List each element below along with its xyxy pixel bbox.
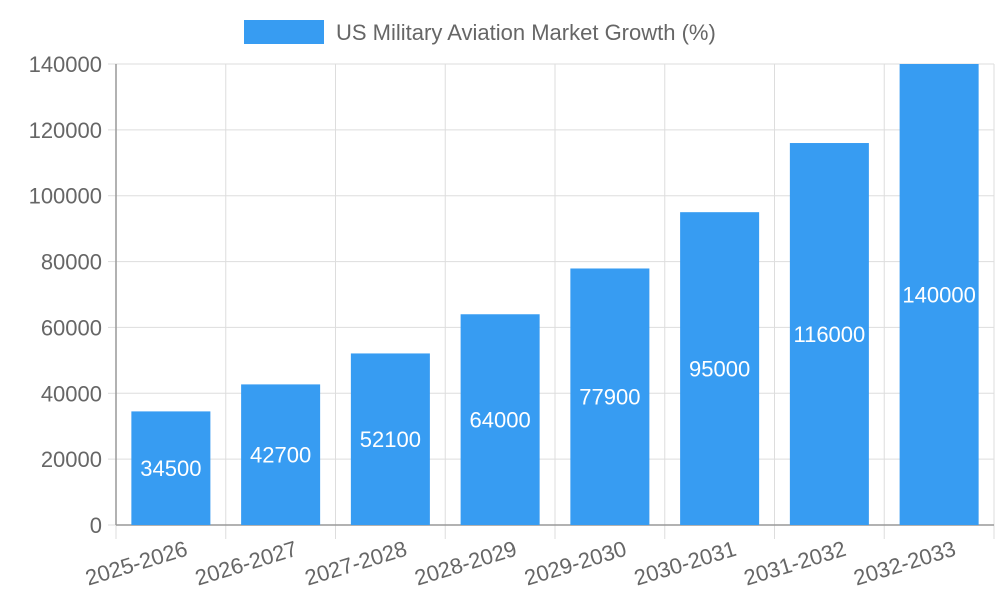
bars: 34500 42700 52100 64000 77900 95000 116000 1400…	[131, 64, 979, 525]
bar[interactable]	[899, 64, 979, 525]
bar-value-label: 42700	[250, 443, 311, 468]
legend[interactable]: US Military Aviation Market Growth (%)	[244, 20, 716, 45]
y-tick-label: 40000	[41, 381, 102, 406]
bar-value-label: 95000	[689, 357, 750, 382]
x-tick-label: 2025-2026	[82, 536, 190, 591]
y-tick-labels: 0 20000 40000 60000 80000 100000 120000 140000	[29, 52, 102, 538]
bar-value-label: 52100	[360, 427, 421, 452]
x-tick-label: 2032-2033	[851, 536, 959, 591]
x-tick-label: 2029-2030	[521, 536, 629, 591]
y-tick-label: 80000	[41, 250, 102, 275]
bar[interactable]	[350, 353, 430, 525]
bar[interactable]	[460, 314, 540, 525]
x-tick-label: 2030-2031	[631, 536, 739, 591]
y-tick-label: 20000	[41, 447, 102, 472]
bar-value-label: 34500	[140, 456, 201, 481]
bar[interactable]	[131, 411, 211, 525]
bar-value-label: 77900	[579, 385, 640, 410]
legend-label: US Military Aviation Market Growth (%)	[336, 20, 716, 45]
y-tick-label: 0	[90, 513, 102, 538]
x-tick-label: 2031-2032	[741, 536, 849, 591]
y-tick-label: 120000	[29, 118, 102, 143]
bar[interactable]	[789, 143, 869, 525]
x-tick-label: 2028-2029	[412, 536, 520, 591]
bar-value-label: 116000	[793, 322, 865, 347]
x-tick-label: 2026-2027	[192, 536, 300, 591]
bar[interactable]	[680, 212, 760, 525]
grid-lines	[108, 63, 995, 539]
bar-value-label: 64000	[470, 408, 531, 433]
y-tick-label: 60000	[41, 315, 102, 340]
x-tick-labels: 2025-2026 2026-2027 2027-2028 2028-2029 2029…	[82, 536, 958, 591]
legend-swatch	[244, 20, 324, 44]
y-tick-label: 100000	[29, 184, 102, 209]
x-tick-label: 2027-2028	[302, 536, 410, 591]
bar[interactable]	[241, 384, 321, 525]
bar-value-label: 140000	[902, 283, 975, 308]
bar[interactable]	[570, 268, 650, 525]
y-tick-label: 140000	[29, 52, 102, 77]
